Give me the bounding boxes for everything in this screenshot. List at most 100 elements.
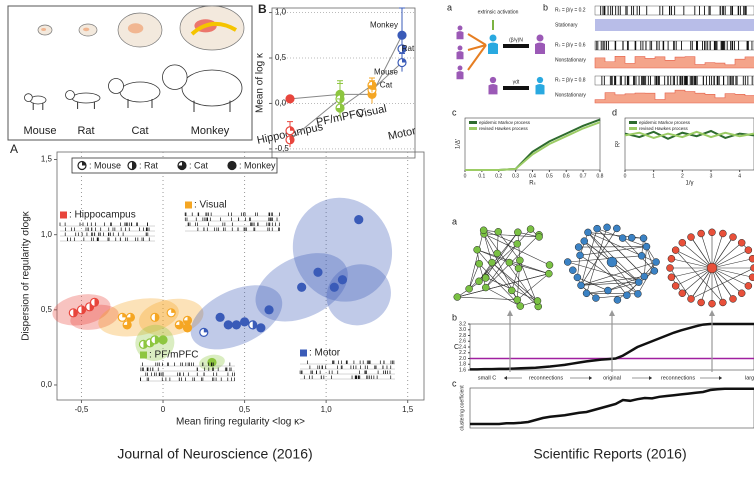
node: [534, 297, 541, 304]
person-head: [458, 66, 463, 71]
node: [619, 235, 626, 242]
node: [614, 296, 621, 303]
edge: [712, 268, 723, 302]
legend-label: : Cat: [189, 160, 209, 170]
x-tick-label: 0: [161, 405, 166, 414]
node: [592, 295, 599, 302]
node: [738, 290, 745, 297]
edge: [671, 259, 712, 268]
node: [516, 257, 523, 264]
edge: [712, 234, 723, 268]
x-tick-label: 0: [464, 173, 467, 179]
brain-area: [128, 23, 143, 33]
person-head: [537, 35, 544, 42]
legend-label: revised Hawkes process: [639, 126, 689, 131]
x-axis-title: Mean firing regularity <log κ>: [176, 417, 305, 428]
y-tick-label: 1,0: [275, 8, 287, 17]
person-body: [457, 51, 464, 59]
hub: [707, 263, 717, 273]
page: {"left_figure":{ "species":["Mouse","Rat…: [0, 0, 754, 488]
node: [749, 255, 754, 262]
y-axis-title: clustering coefficient: [459, 385, 465, 431]
y-tick-label: 1.6: [459, 367, 466, 373]
animal-body: [72, 93, 100, 103]
node: [495, 228, 502, 235]
node: [581, 238, 588, 245]
person-head: [458, 46, 463, 51]
brain-area: [41, 28, 46, 31]
brain-area: [83, 28, 89, 32]
series-line: [340, 85, 372, 108]
node: [640, 235, 647, 242]
node: [688, 295, 695, 302]
panel-label: a: [452, 216, 457, 226]
node: [688, 234, 695, 241]
animal-body: [182, 70, 242, 106]
group-swatch: [140, 352, 147, 359]
node: [482, 274, 489, 281]
legend-label: : Mouse: [89, 160, 121, 170]
x-tick-label: 0.8: [597, 173, 604, 179]
legend-swatch: [469, 121, 477, 124]
node: [667, 265, 674, 272]
node: [488, 259, 495, 266]
y-tick-label: 0,5: [41, 305, 53, 314]
node: [672, 247, 679, 254]
series-label: Cat: [380, 80, 393, 89]
axis-annotation: original: [603, 375, 621, 381]
node: [594, 225, 601, 232]
node: [641, 273, 648, 280]
axis-annotation: small C: [478, 375, 496, 381]
pointer-head: [709, 310, 715, 316]
hub: [607, 257, 617, 267]
legend-swatch: [629, 127, 637, 130]
y-tick-label: 0,5: [275, 53, 287, 62]
series-line: [625, 132, 754, 138]
node: [651, 267, 658, 274]
person-head: [490, 77, 496, 83]
node: [679, 239, 686, 246]
node: [583, 290, 590, 297]
x-tick-label: 0.1: [478, 173, 485, 179]
node: [480, 227, 487, 234]
marker-fill: [286, 95, 294, 103]
node: [575, 244, 582, 251]
series-line: [470, 389, 754, 424]
x-tick-label: 1: [652, 173, 655, 179]
arrow-bar: [503, 44, 529, 48]
annotation: (β/γ)N: [509, 37, 523, 43]
edge: [712, 268, 753, 277]
panel-label: a: [447, 2, 452, 12]
group-label: : Motor: [309, 348, 341, 359]
node: [527, 226, 534, 233]
rate-block: [595, 90, 754, 103]
edge: [701, 234, 712, 268]
y-tick-label: 2.6: [459, 339, 466, 345]
node: [454, 294, 461, 301]
figure: MouseRatCatMonkeyBMean of log κ1,00,50,0…: [0, 0, 754, 488]
x-tick-label: 3: [710, 173, 713, 179]
node: [635, 279, 642, 286]
node: [613, 225, 620, 232]
y-axis-title: C: [454, 344, 459, 351]
panel-label: d: [612, 107, 617, 117]
arrow-head: [649, 376, 652, 380]
node: [545, 270, 552, 277]
animal-head: [109, 79, 124, 94]
animal-body: [120, 82, 160, 102]
node: [494, 250, 501, 257]
node: [482, 284, 489, 291]
annotation: γdt: [513, 79, 520, 85]
group-label: : PF/mPFC: [149, 350, 198, 361]
series-label: Rat: [402, 44, 415, 53]
marker-fill: [265, 306, 273, 314]
x-axis-title: Rₛ: [529, 181, 536, 187]
node: [604, 224, 611, 231]
node: [709, 229, 716, 236]
y-tick-label: 2.8: [459, 333, 466, 339]
x-axis-title: 1/γ: [685, 181, 693, 187]
series-label: Mouse: [374, 68, 399, 77]
node: [638, 252, 645, 259]
group-swatch: [185, 202, 192, 209]
node: [515, 265, 522, 272]
